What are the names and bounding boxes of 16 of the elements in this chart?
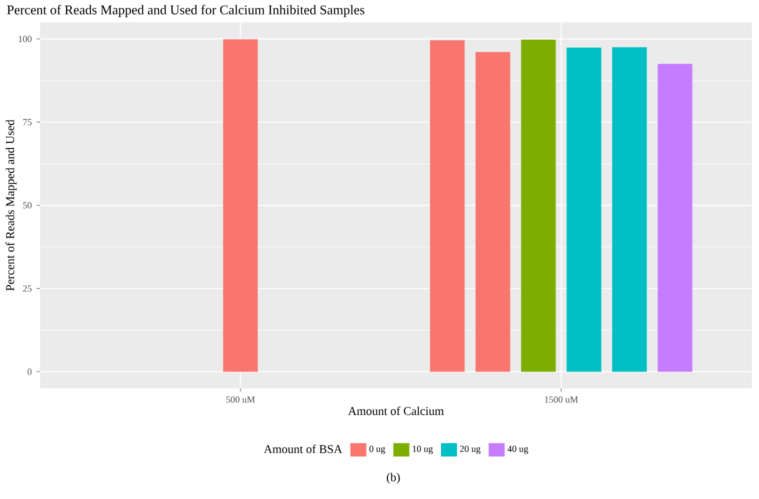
text: (b) (386, 472, 400, 484)
y-tick-label: 75 (23, 119, 32, 126)
legend-label: 0 ug (369, 446, 386, 454)
x-axis-title: Amount of Calcium (348, 406, 444, 416)
x-tick-label: 1500 uM (545, 396, 578, 403)
legend-label: 10 ug (412, 446, 433, 454)
y-tick-label: 100 (18, 36, 32, 42)
x-tick-label: 500 uM (226, 396, 255, 403)
legend-title: Amount of BSA (264, 444, 342, 454)
y-tick-label: 0 (28, 368, 32, 375)
y-axis-title: Percent of Reads Mapped and Used (6, 120, 17, 291)
y-tick-label: 50 (23, 202, 32, 208)
chart-title: Percent of Reads Mapped and Used for Calcium Inhibited Samples (7, 4, 364, 18)
legend-label: 20 ug (460, 446, 481, 454)
y-tick-label: 25 (23, 285, 32, 292)
legend-label: 40 ug (508, 446, 528, 454)
